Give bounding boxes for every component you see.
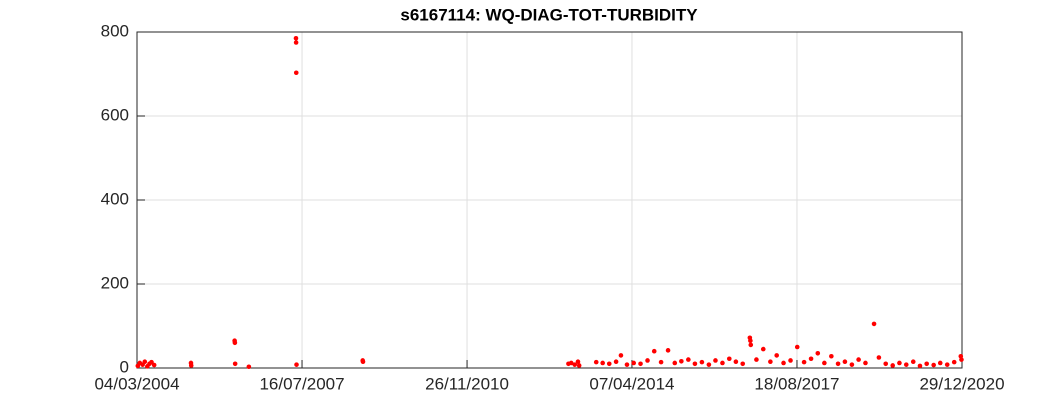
x-tick-label: 07/04/2014	[589, 374, 674, 393]
point	[672, 360, 678, 366]
point	[706, 362, 712, 367]
point	[658, 359, 664, 365]
point	[871, 321, 877, 327]
point	[600, 360, 605, 366]
point	[645, 358, 650, 363]
point	[822, 360, 827, 366]
point	[568, 360, 574, 366]
point	[686, 357, 691, 362]
y-tick-label: 600	[101, 105, 129, 124]
point	[760, 346, 766, 352]
point	[575, 359, 581, 365]
point	[951, 359, 957, 365]
point	[794, 344, 800, 350]
point	[726, 356, 732, 362]
point	[692, 361, 698, 367]
point	[232, 361, 238, 367]
x-tick-label: 04/03/2004	[94, 374, 179, 393]
y-tick-label: 800	[101, 21, 129, 40]
y-tick-label: 0	[120, 357, 129, 376]
point	[613, 359, 619, 365]
point	[917, 363, 923, 369]
point	[246, 364, 252, 370]
point	[890, 363, 896, 368]
point	[679, 358, 684, 364]
point	[815, 351, 821, 356]
point	[720, 360, 725, 366]
point	[944, 362, 950, 367]
point	[883, 361, 889, 367]
point	[651, 348, 657, 354]
y-tick-label: 200	[101, 273, 129, 292]
point	[748, 338, 753, 344]
x-tick-label: 18/08/2017	[754, 374, 839, 393]
point	[740, 361, 746, 367]
x-tick-label: 16/07/2007	[259, 374, 344, 393]
point	[188, 363, 194, 368]
point	[856, 357, 861, 362]
point	[293, 40, 299, 45]
point	[903, 362, 909, 367]
point	[142, 359, 148, 365]
x-tick-label: 26/11/2010	[425, 374, 509, 393]
point	[713, 358, 718, 363]
point	[876, 355, 882, 360]
point	[748, 342, 754, 348]
point	[232, 340, 238, 346]
point	[788, 358, 793, 363]
point	[293, 70, 299, 76]
point	[293, 36, 299, 41]
point	[863, 360, 868, 366]
point	[808, 356, 814, 362]
chart-title: s6167114: WQ-DIAG-TOT-TURBIDITY	[400, 5, 698, 24]
point	[294, 362, 299, 367]
point	[931, 362, 936, 368]
point	[835, 361, 841, 367]
point	[576, 363, 582, 368]
point	[937, 360, 943, 366]
point	[665, 348, 671, 353]
point	[897, 360, 902, 366]
point	[699, 359, 705, 365]
point	[801, 359, 807, 365]
point	[624, 362, 630, 367]
point	[151, 362, 157, 368]
point	[781, 360, 786, 366]
point	[768, 359, 773, 365]
point	[924, 361, 929, 367]
point	[842, 359, 848, 365]
point	[849, 362, 855, 367]
point	[606, 361, 612, 367]
y-tick-label: 400	[101, 189, 129, 208]
point	[910, 359, 916, 365]
point	[360, 359, 366, 365]
point	[829, 353, 834, 359]
point	[149, 359, 154, 365]
point	[618, 353, 624, 358]
point	[754, 357, 759, 362]
point	[631, 360, 636, 366]
point	[572, 362, 578, 367]
plot-frame	[136, 31, 963, 369]
point	[959, 357, 964, 362]
x-tick-label: 29/12/2020	[919, 374, 1004, 393]
point	[733, 359, 739, 365]
point	[774, 353, 779, 358]
point	[593, 359, 599, 365]
point	[638, 361, 643, 367]
